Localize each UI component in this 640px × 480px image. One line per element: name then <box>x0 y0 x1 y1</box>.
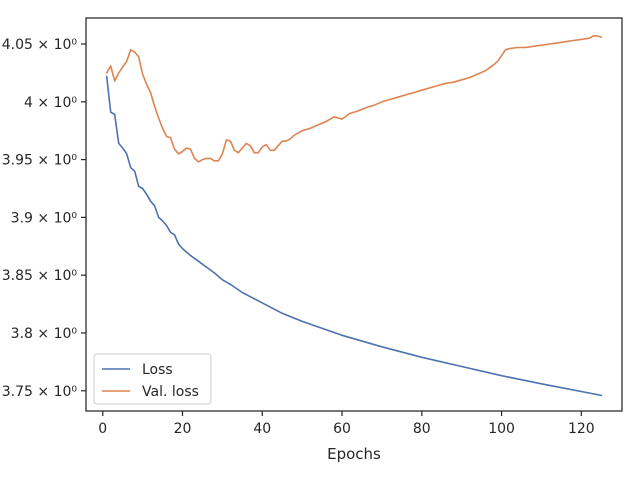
x-tick-label: 80 <box>413 421 431 437</box>
x-axis: 0 20 40 60 80 100 120 <box>98 411 595 437</box>
legend: Loss Val. loss <box>93 353 212 405</box>
x-tick-label: 120 <box>568 421 595 437</box>
y-axis: 3.75 × 10⁰ 3.8 × 10⁰ 3.85 × 10⁰ 3.9 × 10⁰ 3.… <box>2 37 86 400</box>
legend-label-loss: Loss <box>142 362 173 378</box>
y-tick-label: 4.05 × 10⁰ <box>2 37 78 53</box>
plot-frame <box>85 17 623 412</box>
y-tick-label: 4 × 10⁰ <box>24 95 77 111</box>
y-tick-label: 3.85 × 10⁰ <box>2 268 78 284</box>
y-tick-label: 3.8 × 10⁰ <box>11 326 78 342</box>
series-line-val-loss <box>105 35 603 163</box>
x-tick-label: 0 <box>98 421 107 437</box>
y-tick-label: 3.95 × 10⁰ <box>2 153 78 169</box>
x-tick-label: 100 <box>488 421 515 437</box>
legend-label-val-loss: Val. loss <box>142 384 199 400</box>
series-layer <box>105 35 603 397</box>
x-tick-label: 40 <box>253 421 271 437</box>
x-tick-label: 60 <box>333 421 351 437</box>
plot-area <box>86 18 622 411</box>
series-line-loss <box>105 75 603 397</box>
y-tick-label: 3.9 × 10⁰ <box>11 210 78 226</box>
y-tick-label: 3.75 × 10⁰ <box>2 384 78 400</box>
x-axis-title: Epochs <box>327 445 381 463</box>
x-tick-label: 20 <box>174 421 192 437</box>
